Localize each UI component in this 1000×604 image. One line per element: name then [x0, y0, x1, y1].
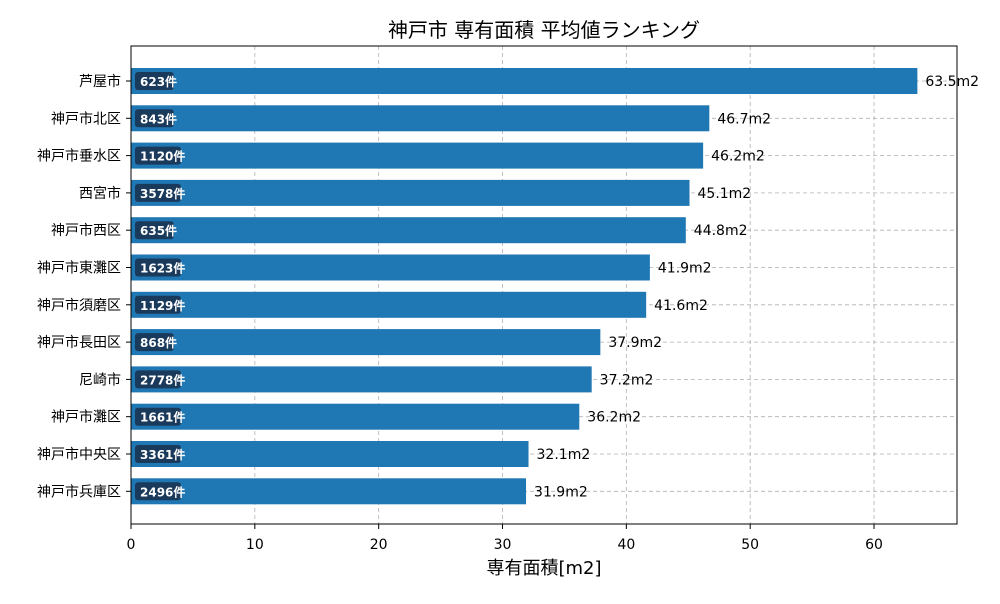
count-label: 1129件 — [140, 298, 185, 313]
x-tick-label: 30 — [494, 537, 512, 553]
bar — [131, 478, 527, 505]
bar — [131, 366, 592, 393]
count-label: 3578件 — [140, 186, 185, 201]
category-label: 芦屋市 — [79, 73, 121, 90]
bar — [131, 254, 650, 281]
value-label: 63.5m2 — [925, 74, 979, 90]
count-badge — [135, 295, 181, 314]
x-axis-label: 専有面積[m2] — [486, 558, 601, 579]
x-tick-label: 20 — [370, 537, 388, 553]
count-badge — [135, 482, 181, 501]
value-label: 41.6m2 — [654, 298, 708, 314]
count-label: 2778件 — [140, 372, 185, 387]
value-label: 46.7m2 — [717, 111, 771, 127]
category-label: 尼崎市 — [79, 371, 121, 388]
count-badge — [135, 72, 174, 90]
category-label: 神戸市北区 — [51, 110, 121, 127]
x-tick-label: 60 — [865, 537, 883, 553]
x-axis-ticks: 0 10 20 30 40 50 60 — [127, 524, 883, 553]
count-badge — [135, 109, 174, 128]
bars: 623件 63.5m2 843件 46.7m2 1120件 46.2m2 3578件 45.1… — [131, 68, 979, 505]
bar — [131, 68, 918, 94]
category-label: 神戸市須磨区 — [37, 297, 121, 314]
bar — [131, 291, 647, 318]
count-label: 1120件 — [140, 149, 185, 164]
category-label: 神戸市東灘区 — [37, 260, 121, 277]
bar — [131, 217, 686, 244]
count-badge — [135, 146, 181, 165]
bar — [131, 179, 690, 206]
count-badge — [135, 221, 174, 240]
x-tick-label: 0 — [127, 537, 136, 553]
category-label: 神戸市垂水区 — [37, 148, 121, 165]
value-label: 45.1m2 — [698, 186, 752, 202]
category-label: 神戸市灘区 — [51, 409, 121, 426]
category-label: 神戸市中央区 — [37, 446, 121, 463]
count-badge — [135, 183, 181, 202]
plot-frame — [130, 45, 958, 525]
category-label: 神戸市兵庫区 — [37, 483, 121, 500]
value-label: 32.1m2 — [537, 447, 591, 463]
x-tick-label: 10 — [246, 537, 264, 553]
bar — [131, 142, 704, 169]
category-label: 西宮市 — [79, 185, 121, 202]
x-tick-label: 50 — [741, 537, 759, 553]
count-label: 623件 — [140, 74, 177, 89]
count-badge — [135, 258, 181, 277]
count-label: 1661件 — [140, 410, 185, 425]
value-label: 46.2m2 — [711, 149, 765, 165]
bar — [131, 403, 580, 430]
count-label: 2496件 — [140, 484, 185, 499]
value-label: 36.2m2 — [587, 410, 641, 426]
value-label: 37.2m2 — [600, 372, 654, 388]
count-badge — [135, 333, 174, 352]
count-badge — [135, 407, 181, 426]
count-badge — [135, 445, 181, 463]
category-label: 神戸市長田区 — [37, 334, 121, 351]
y-axis-ticks: 芦屋市神戸市北区神戸市垂水区西宮市神戸市西区神戸市東灘区神戸市須磨区神戸市長田区… — [37, 73, 131, 500]
category-label: 神戸市西区 — [51, 222, 121, 239]
count-label: 635件 — [140, 223, 177, 238]
count-label: 3361件 — [140, 447, 185, 462]
count-label: 868件 — [140, 335, 177, 350]
value-label: 31.9m2 — [534, 484, 588, 500]
bar — [131, 329, 601, 356]
value-label: 44.8m2 — [694, 223, 748, 239]
count-label: 843件 — [140, 111, 177, 126]
count-label: 1623件 — [140, 261, 185, 276]
bar — [131, 441, 529, 467]
x-tick-label: 40 — [617, 537, 635, 553]
bar — [131, 105, 710, 132]
value-label: 37.9m2 — [608, 335, 662, 351]
value-label: 41.9m2 — [658, 261, 712, 277]
count-badge — [135, 370, 181, 389]
chart-title: 神戸市 専有面積 平均値ランキング — [388, 18, 700, 42]
